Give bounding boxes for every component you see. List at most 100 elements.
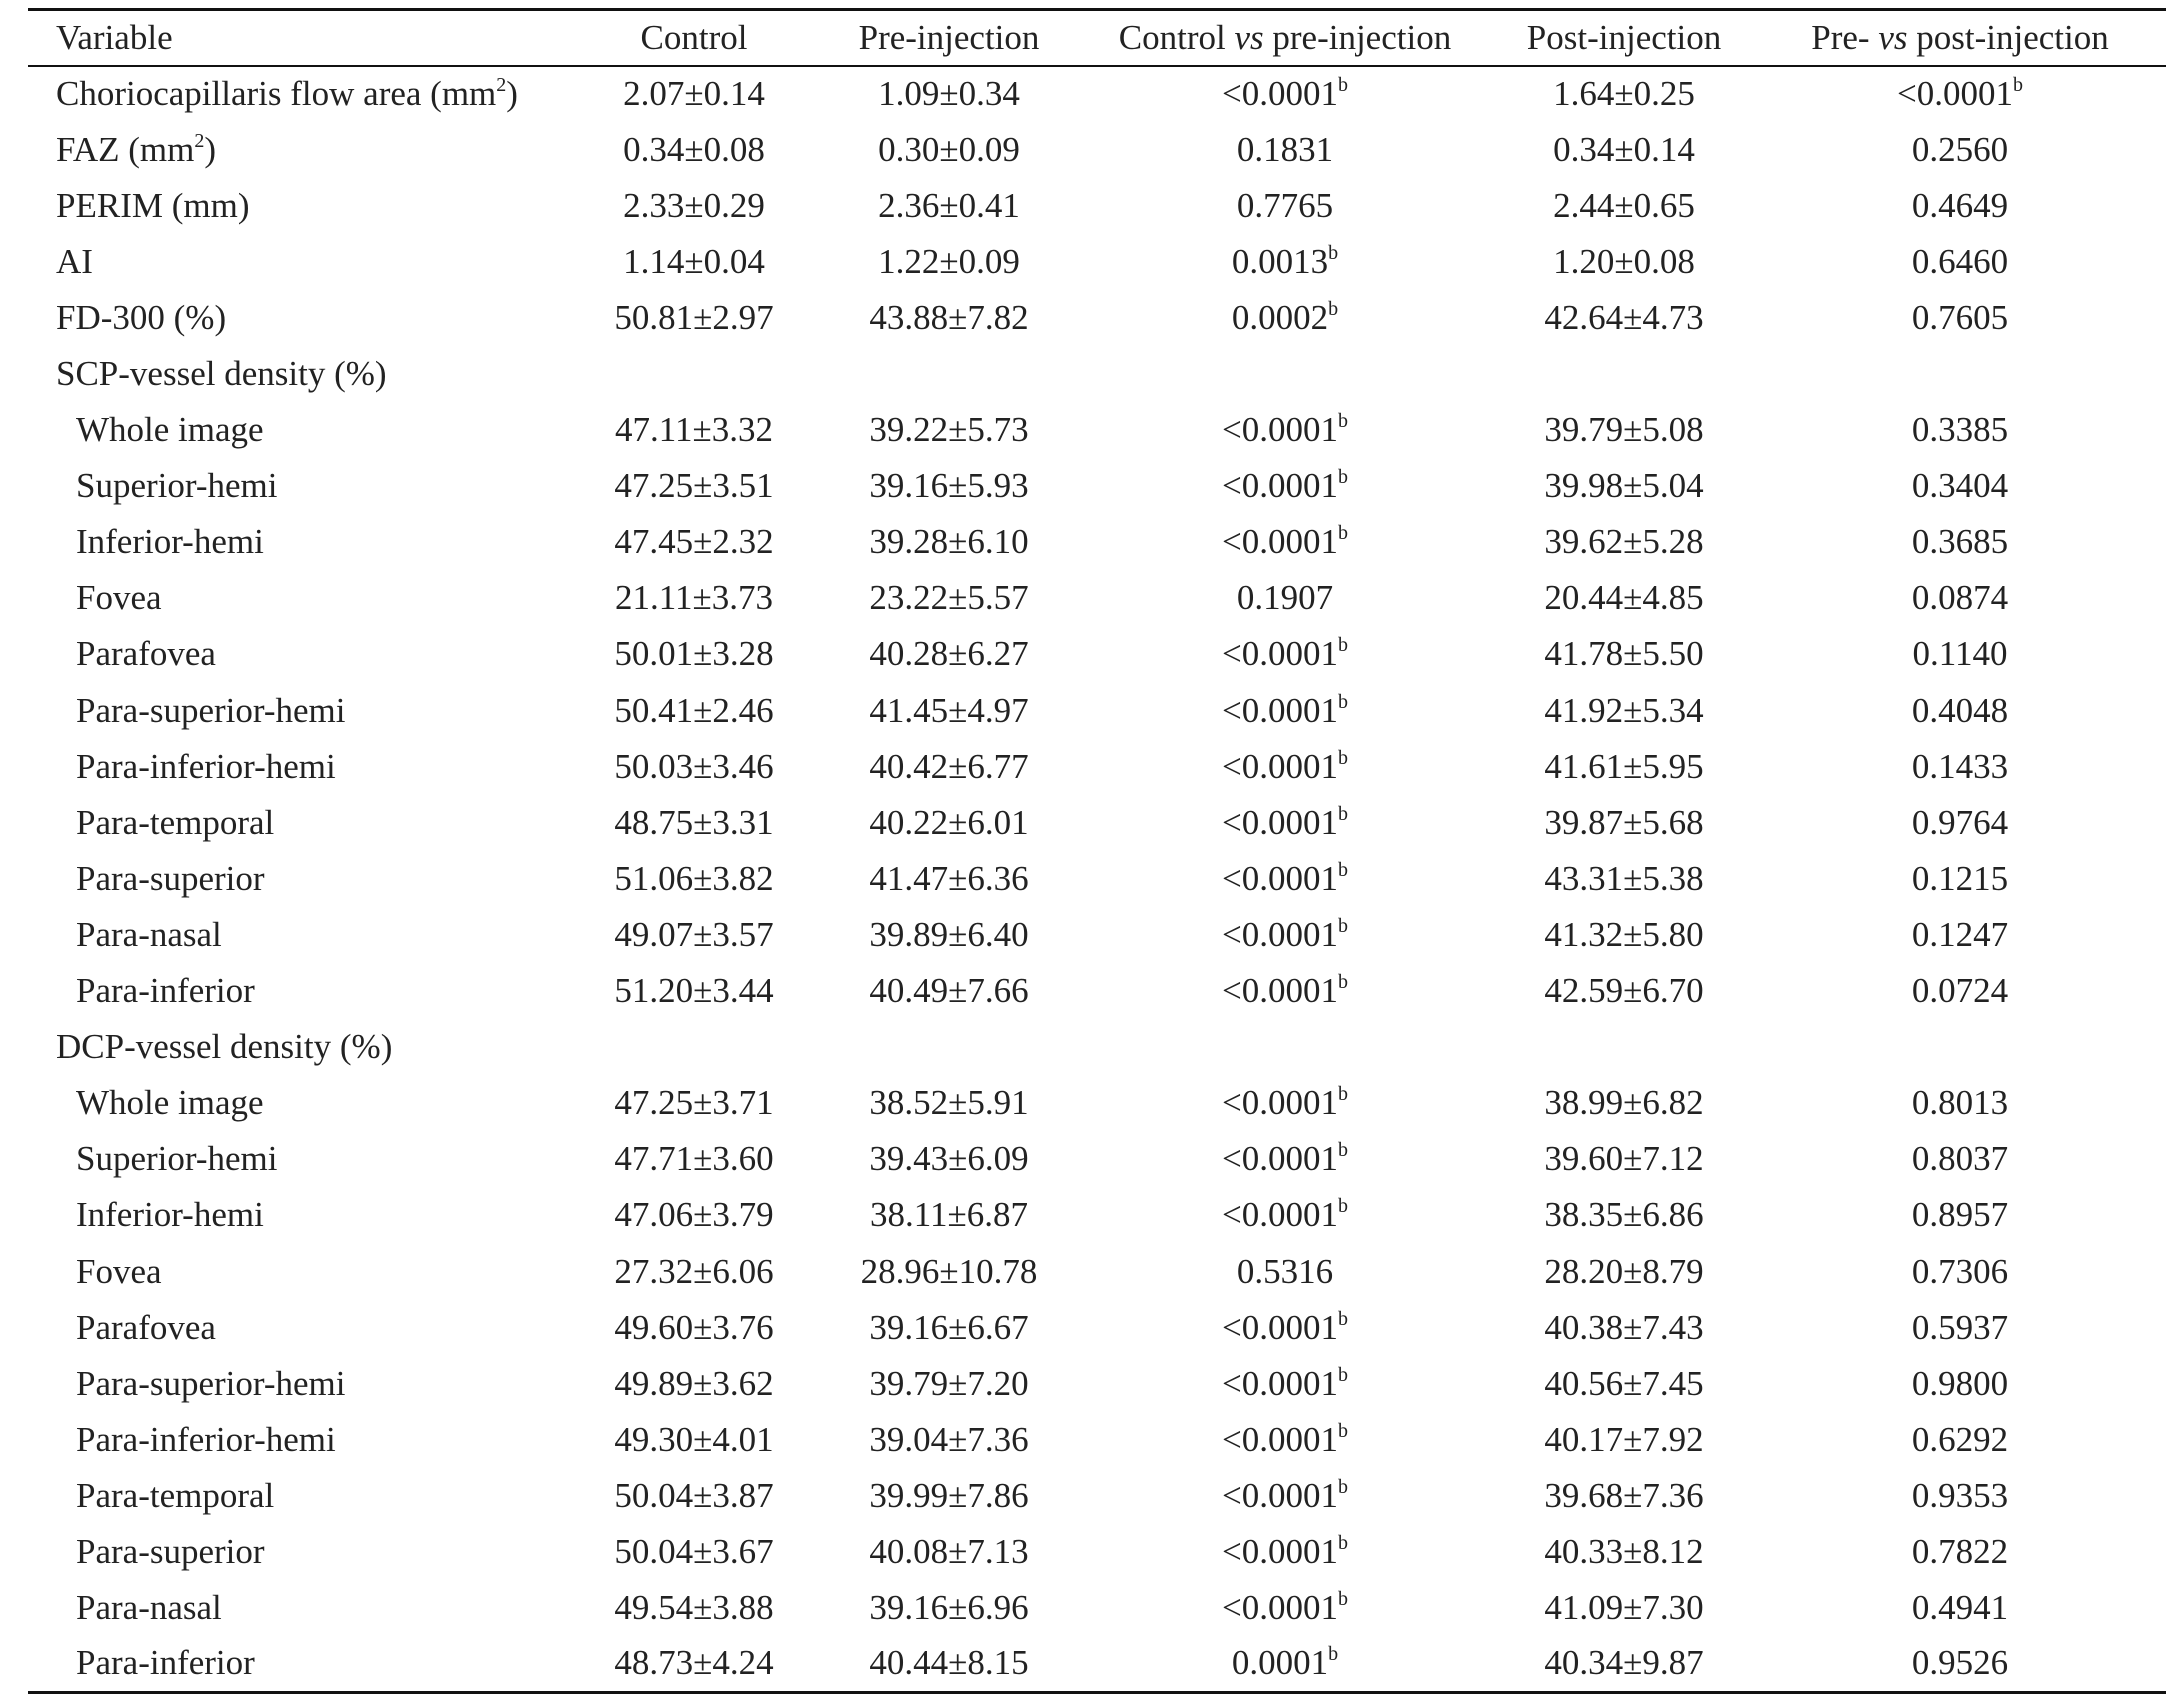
cell-post-injection: 41.92±5.34 — [1494, 683, 1754, 739]
cell-pre-injection-value: 39.89±6.40 — [869, 914, 1029, 954]
cell-p-control-vs-pre-value: <0.0001 — [1222, 858, 1338, 898]
cell-p-control-vs-pre-value: <0.0001 — [1222, 1588, 1338, 1628]
cell-control: 27.32±6.06 — [566, 1243, 822, 1299]
cell-control-value: 47.06±3.79 — [614, 1195, 774, 1235]
cell-control: 47.71±3.60 — [566, 1131, 822, 1187]
header-control-vs-pre-vs: vs — [1234, 17, 1264, 57]
significance-marker: b — [1338, 1139, 1348, 1162]
table-row: Whole image 47.11±3.32 39.22±5.73 <0.0001b 3… — [28, 402, 2166, 458]
cell-pre-injection: 39.16±5.93 — [822, 458, 1076, 514]
cell-variable: Para-temporal — [28, 795, 566, 851]
cell-pre-injection-value: 40.08±7.13 — [869, 1531, 1029, 1571]
cell-post-injection: 41.32±5.80 — [1494, 907, 1754, 963]
cell-pre-injection-value: 38.11±6.87 — [870, 1195, 1028, 1235]
header-control-vs-pre: Control vs pre-injection — [1076, 8, 1494, 67]
cell-control: 49.07±3.57 — [566, 907, 822, 963]
cell-post-injection: 40.33±8.12 — [1494, 1524, 1754, 1580]
cell-p-pre-vs-post: 0.8013 — [1754, 1075, 2166, 1131]
cell-pre-injection: 40.49±7.66 — [822, 963, 1076, 1019]
cell-p-pre-vs-post-value: 0.4941 — [1911, 1588, 2009, 1628]
cell-p-control-vs-pre-value: <0.0001 — [1222, 410, 1338, 450]
cell-p-pre-vs-post: 0.3385 — [1754, 402, 2166, 458]
cell-variable: Fovea — [28, 570, 566, 626]
header-pre-vs-post-vs: vs — [1878, 17, 1908, 57]
cell-p-control-vs-pre-value: 0.1907 — [1236, 578, 1334, 618]
cell-p-control-vs-pre: <0.0001b — [1076, 683, 1494, 739]
cell-post-injection: 2.44±0.65 — [1494, 178, 1754, 234]
variable-label: FD-300 (%) — [56, 297, 227, 337]
cell-post-injection: 42.59±6.70 — [1494, 963, 1754, 1019]
cell-post-injection: 43.31±5.38 — [1494, 851, 1754, 907]
cell-post-injection-value: 43.31±5.38 — [1544, 858, 1704, 898]
cell-post-injection-value: 40.38±7.43 — [1544, 1307, 1704, 1347]
cell-control-value: 49.30±4.01 — [614, 1419, 774, 1459]
cell-post-injection-value: 40.34±9.87 — [1544, 1643, 1704, 1683]
cell-pre-injection: 40.22±6.01 — [822, 795, 1076, 851]
cell-pre-injection-value: 40.22±6.01 — [869, 802, 1029, 842]
cell-p-pre-vs-post-value: 0.1140 — [1912, 634, 2008, 674]
cell-pre-injection: 1.22±0.09 — [822, 234, 1076, 290]
cell-post-injection-value: 1.64±0.25 — [1553, 74, 1695, 114]
cell-variable: FD-300 (%) — [28, 290, 566, 346]
variable-label: Para-temporal — [76, 1475, 275, 1515]
table-row: Choriocapillaris flow area (mm2) 2.07±0.1… — [28, 66, 2166, 122]
cell-variable: Para-temporal — [28, 1468, 566, 1524]
significance-marker: b — [1338, 802, 1348, 825]
cell-p-control-vs-pre-value: <0.0001 — [1222, 746, 1338, 786]
cell-p-pre-vs-post-value: 0.0724 — [1911, 971, 2009, 1011]
cell-control-value: 50.04±3.87 — [614, 1475, 774, 1515]
cell-p-pre-vs-post-value: 0.7306 — [1911, 1251, 2009, 1291]
significance-marker: b — [1328, 1643, 1339, 1666]
table-row: Para-superior 50.04±3.67 40.08±7.13 <0.0001… — [28, 1524, 2166, 1580]
cell-p-pre-vs-post-value: 0.3685 — [1911, 522, 2009, 562]
cell-pre-injection: 39.99±7.86 — [822, 1468, 1076, 1524]
cell-pre-injection-value: 39.16±5.93 — [869, 466, 1029, 506]
cell-p-control-vs-pre-value: <0.0001 — [1222, 1419, 1338, 1459]
significance-marker: b — [1338, 466, 1348, 489]
cell-control: 49.89±3.62 — [566, 1356, 822, 1412]
cell-p-pre-vs-post: 0.8957 — [1754, 1187, 2166, 1243]
cell-control: 47.45±2.32 — [566, 514, 822, 570]
cell-variable: Para-inferior — [28, 1636, 566, 1694]
significance-marker: b — [1338, 410, 1348, 433]
cell-pre-injection-value: 40.42±6.77 — [869, 746, 1029, 786]
cell-variable: Choriocapillaris flow area (mm2) — [28, 66, 566, 122]
cell-pre-injection: 39.28±6.10 — [822, 514, 1076, 570]
cell-variable: Para-inferior-hemi — [28, 739, 566, 795]
cell-post-injection: 39.62±5.28 — [1494, 514, 1754, 570]
table-row: Para-nasal 49.54±3.88 39.16±6.96 <0.0001b 41… — [28, 1580, 2166, 1636]
cell-p-pre-vs-post: 0.3685 — [1754, 514, 2166, 570]
cell-p-pre-vs-post: 0.1247 — [1754, 907, 2166, 963]
cell-p-pre-vs-post-value: 0.6460 — [1911, 241, 2009, 281]
header-pre-vs-post-part2: post-injection — [1907, 17, 2109, 57]
cell-p-pre-vs-post: 0.3404 — [1754, 458, 2166, 514]
cell-control: 48.73±4.24 — [566, 1636, 822, 1694]
table-row: AI 1.14±0.04 1.22±0.09 0.0013b 1.20±0.08 0.64… — [28, 234, 2166, 290]
cell-p-pre-vs-post-value: 0.9353 — [1911, 1475, 2009, 1515]
cell-control-value: 50.04±3.67 — [614, 1531, 774, 1571]
cell-variable: Inferior-hemi — [28, 1187, 566, 1243]
cell-post-injection-value: 41.09±7.30 — [1544, 1588, 1704, 1628]
table-row: Inferior-hemi 47.45±2.32 39.28±6.10 <0.0001… — [28, 514, 2166, 570]
significance-marker: b — [1338, 1307, 1348, 1330]
cell-pre-injection-value: 39.16±6.67 — [869, 1307, 1029, 1347]
cell-p-control-vs-pre-value: <0.0001 — [1222, 802, 1338, 842]
results-table: Variable Control Pre-injection Control v… — [28, 8, 2166, 1694]
cell-control-value: 49.89±3.62 — [614, 1363, 774, 1403]
cell-pre-injection: 39.22±5.73 — [822, 402, 1076, 458]
cell-p-control-vs-pre-value: <0.0001 — [1222, 522, 1338, 562]
cell-pre-injection-value: 38.52±5.91 — [869, 1083, 1029, 1123]
header-control: Control — [566, 8, 822, 67]
cell-control: 0.34±0.08 — [566, 122, 822, 178]
cell-post-injection: 39.79±5.08 — [1494, 402, 1754, 458]
header-post-injection: Post-injection — [1494, 8, 1754, 67]
significance-marker: b — [1338, 1475, 1348, 1498]
variable-label: Para-superior — [76, 1531, 265, 1571]
cell-post-injection: 20.44±4.85 — [1494, 570, 1754, 626]
cell-control-value: 51.20±3.44 — [614, 971, 774, 1011]
cell-post-injection — [1494, 346, 1754, 402]
cell-p-pre-vs-post-value: 0.3385 — [1911, 410, 2009, 450]
cell-post-injection-value: 28.20±8.79 — [1544, 1251, 1704, 1291]
cell-variable: AI — [28, 234, 566, 290]
cell-p-control-vs-pre-value: <0.0001 — [1222, 1363, 1338, 1403]
